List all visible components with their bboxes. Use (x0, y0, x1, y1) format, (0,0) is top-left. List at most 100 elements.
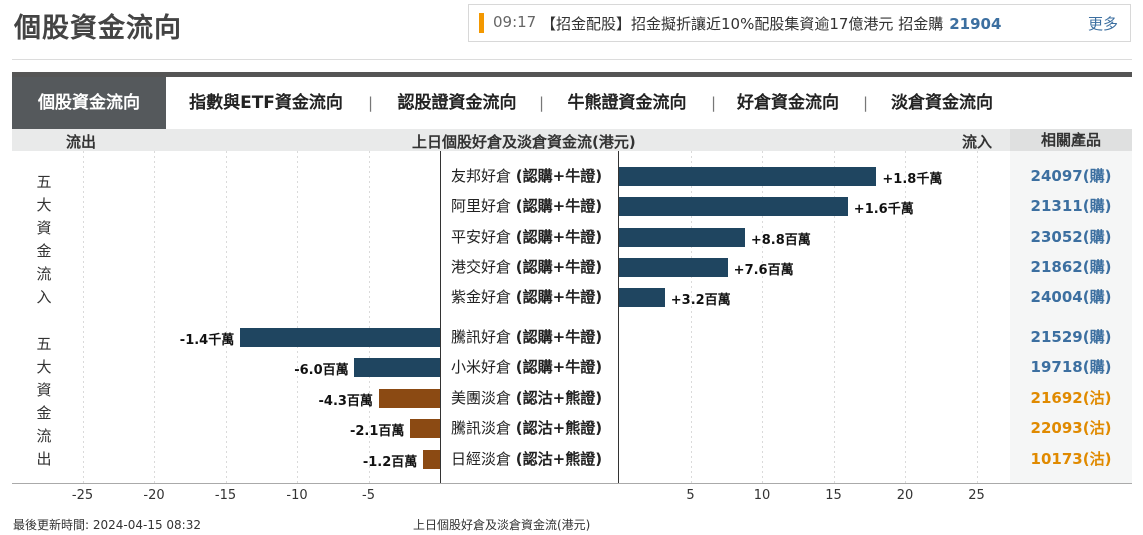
row-label: 騰訊淡倉 (認沽+熊證) (451, 417, 602, 438)
row-label: 阿里好倉 (認購+牛證) (451, 195, 602, 216)
x-tick-label: 20 (896, 488, 914, 503)
row-stock-name: 騰訊淡倉 (451, 419, 516, 437)
x-tick-label: -5 (362, 488, 375, 503)
related-product-link[interactable]: 10173(沽) (1030, 450, 1112, 468)
row-label-column (440, 151, 619, 484)
row-product-type: (認購+牛證) (515, 358, 603, 376)
tab-separator: | (368, 94, 374, 112)
header-related-products: 相關產品 (1010, 129, 1132, 151)
flow-value-label: -2.1百萬 (349, 424, 405, 439)
flow-value-label: +1.6千萬 (853, 202, 914, 217)
tab-warrant-fund-flow[interactable]: 認股證資金流向 (397, 93, 517, 113)
row-product-type: (認購+牛證) (515, 167, 603, 185)
flow-value-label: -6.0百萬 (294, 363, 349, 378)
row-product-type: (認購+牛證) (515, 328, 603, 346)
flow-bar (378, 389, 440, 408)
flow-value-label: -1.4千萬 (179, 333, 235, 348)
x-tick-label: 15 (825, 488, 842, 503)
row-product-type: (認購+牛證) (515, 288, 603, 306)
row-label: 平安好倉 (認購+牛證) (451, 226, 602, 247)
related-product-link[interactable]: 21311(購) (1030, 197, 1112, 215)
x-tick-label: 25 (968, 488, 985, 503)
row-product-type: (認沽+熊證) (515, 450, 603, 468)
row-stock-name: 日經淡倉 (451, 450, 516, 468)
flow-bar (619, 228, 745, 247)
news-time: 09:17 (493, 13, 537, 31)
row-stock-name: 小米好倉 (451, 358, 516, 376)
row-stock-name: 港交好倉 (451, 258, 516, 276)
flow-value-label: +7.6百萬 (733, 263, 794, 278)
row-label: 友邦好倉 (認購+牛證) (451, 165, 602, 186)
top5-outflow-label: 五大資金流出 (36, 335, 52, 468)
row-label: 港交好倉 (認購+牛證) (451, 256, 602, 277)
top5-inflow-label: 五大資金流入 (36, 173, 52, 306)
x-tick-label: 5 (686, 488, 695, 503)
tab-separator: | (711, 94, 717, 112)
related-product-link[interactable]: 19718(購) (1030, 358, 1112, 376)
tab-short-fund-flow[interactable]: 淡倉資金流向 (891, 93, 993, 113)
tab-separator: | (539, 94, 545, 112)
tab-long-fund-flow[interactable]: 好倉資金流向 (737, 93, 839, 113)
flow-bar (354, 358, 440, 377)
flow-bar (409, 419, 440, 438)
x-tick-label: -20 (143, 488, 165, 503)
flow-bar (619, 288, 665, 307)
x-tick-label: -10 (286, 488, 308, 503)
row-stock-name: 紫金好倉 (451, 288, 516, 306)
x-tick-label: -25 (71, 488, 94, 503)
flow-value-label: +8.8百萬 (750, 233, 811, 248)
related-product-link[interactable]: 24097(購) (1030, 167, 1112, 185)
row-product-type: (認沽+熊證) (515, 419, 603, 437)
chart-bottom-axis (12, 483, 1132, 484)
row-label: 小米好倉 (認購+牛證) (451, 356, 602, 377)
flow-bar (619, 258, 728, 277)
row-label: 日經淡倉 (認沽+熊證) (451, 448, 602, 469)
header-title: 上日個股好倉及淡倉資金流(港元) (412, 133, 636, 151)
last-updated: 最後更新時間: 2024-04-15 08:32 (13, 518, 201, 532)
tab-cbbc-fund-flow[interactable]: 牛熊證資金流向 (567, 93, 687, 113)
flow-bar (619, 167, 877, 186)
header-inflow: 流入 (962, 133, 993, 151)
related-product-link[interactable]: 21529(購) (1030, 328, 1112, 346)
row-stock-name: 騰訊好倉 (451, 328, 516, 346)
tab-stock-fund-flow[interactable]: 個股資金流向 (12, 77, 166, 129)
x-axis-title: 上日個股好倉及淡倉資金流(港元) (413, 518, 591, 532)
row-label: 美團淡倉 (認沽+熊證) (451, 387, 602, 408)
divider (12, 59, 1132, 60)
tab-index-etf-fund-flow[interactable]: 指數與ETF資金流向 (189, 93, 343, 113)
news-headline-text[interactable]: 【招金配股】招金擬折讓近10%配股集資逾17億港元 招金購 (541, 15, 944, 33)
news-accent-bar (479, 13, 484, 33)
row-stock-name: 友邦好倉 (451, 167, 516, 185)
row-product-type: (認購+牛證) (515, 228, 603, 246)
related-product-link[interactable]: 22093(沽) (1030, 419, 1112, 437)
row-label: 騰訊好倉 (認購+牛證) (451, 326, 602, 347)
column-header: 流出 上日個股好倉及淡倉資金流(港元) 流入 相關產品 (12, 129, 1132, 151)
tab-separator: | (863, 94, 869, 112)
tab-bar-top-border (12, 72, 1132, 77)
flow-value-label: -4.3百萬 (318, 394, 373, 409)
x-tick-label: -15 (214, 488, 237, 503)
related-product-link[interactable]: 21862(購) (1030, 258, 1112, 276)
tab-bar: 個股資金流向 指數與ETF資金流向 | 認股證資金流向 | 牛熊證資金流向 | … (12, 77, 1132, 129)
x-tick-label: 10 (753, 488, 771, 503)
page-title: 個股資金流向 (14, 13, 182, 44)
news-headline[interactable]: 【招金配股】招金擬折讓近10%配股集資逾17億港元 招金購 21904 (541, 13, 1001, 34)
row-stock-name: 阿里好倉 (451, 197, 516, 215)
news-ticker[interactable]: 09:17 【招金配股】招金擬折讓近10%配股集資逾17億港元 招金購 21904… (468, 4, 1131, 42)
flow-bar (239, 328, 440, 347)
row-label: 紫金好倉 (認購+牛證) (451, 286, 602, 307)
row-product-type: (認沽+熊證) (515, 389, 603, 407)
news-more-link[interactable]: 更多 (1087, 15, 1118, 33)
flow-value-label: +1.8千萬 (882, 172, 943, 187)
flow-bar (619, 197, 848, 216)
related-product-link[interactable]: 21692(沽) (1030, 389, 1112, 407)
related-products-column (1010, 151, 1132, 484)
row-product-type: (認購+牛證) (515, 197, 603, 215)
flow-value-label: -1.2百萬 (362, 455, 418, 470)
row-stock-name: 美團淡倉 (451, 389, 516, 407)
flow-value-label: +3.2百萬 (670, 293, 731, 308)
related-product-link[interactable]: 24004(購) (1030, 288, 1112, 306)
related-product-link[interactable]: 23052(購) (1030, 228, 1112, 246)
news-code[interactable]: 21904 (949, 15, 1002, 33)
row-stock-name: 平安好倉 (451, 228, 516, 246)
